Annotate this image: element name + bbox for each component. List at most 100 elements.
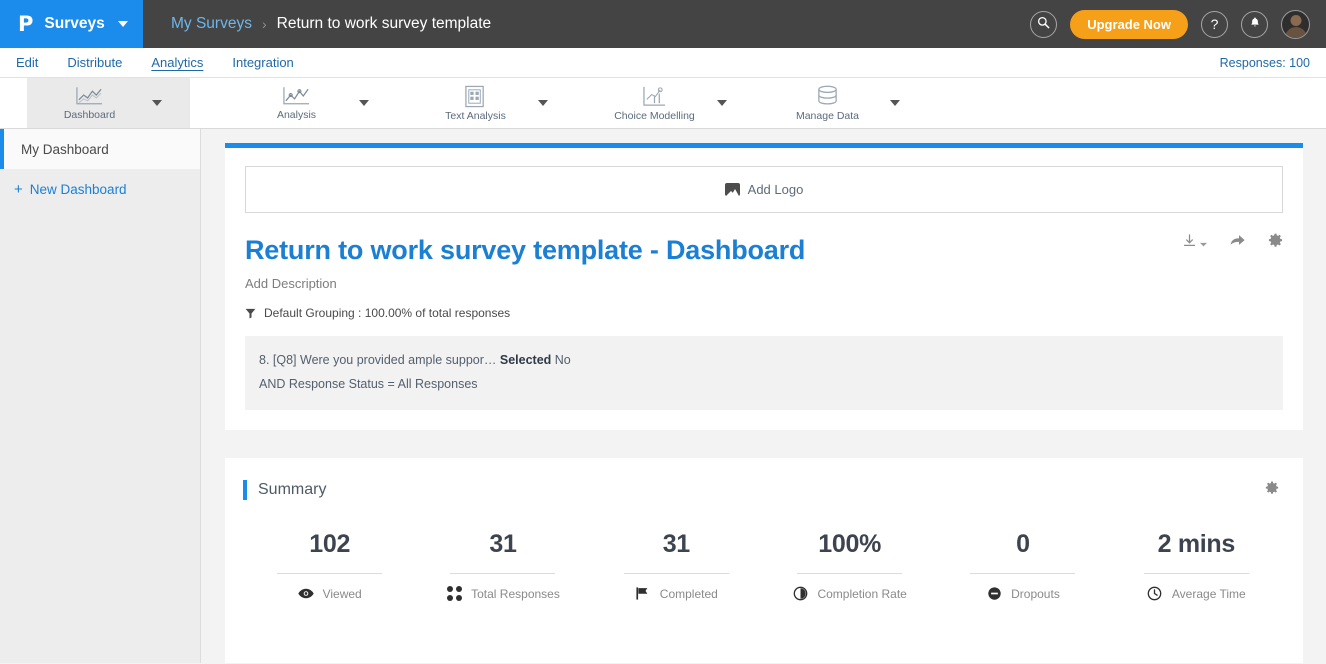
search-button[interactable] <box>1030 10 1058 38</box>
menu-item-edit[interactable]: Edit <box>16 55 39 70</box>
stat-label: Viewed <box>322 586 362 601</box>
bell-icon <box>1249 16 1261 32</box>
dashboard-sidebar: My Dashboard + New Dashboard <box>0 129 201 663</box>
summary-accent-bar <box>243 479 247 500</box>
tool-label-text-analysis: Text Analysis <box>445 109 506 122</box>
tool-button-choice-modelling[interactable]: Choice Modelling <box>592 78 717 128</box>
stat-label: Total Responses <box>471 586 560 601</box>
tool-group-text-analysis[interactable]: Text Analysis <box>413 78 576 128</box>
summary-card: Summary 102 Viewed 31 <box>225 457 1303 663</box>
plus-icon: + <box>14 180 23 198</box>
summary-settings-button[interactable] <box>1265 481 1279 500</box>
search-icon <box>1037 16 1050 32</box>
top-bar-actions: Upgrade Now ? <box>1030 0 1326 48</box>
tool-button-manage-data[interactable]: Manage Data <box>765 78 890 128</box>
tool-label-choice-modelling: Choice Modelling <box>614 109 695 122</box>
summary-title: Summary <box>258 480 327 498</box>
dashboard-header-card: Add Logo Return to work survey template … <box>225 143 1303 430</box>
stat-divider <box>450 572 556 574</box>
brand-surveys-menu[interactable]: P Surveys <box>0 0 143 48</box>
stat-value: 100% <box>818 529 882 558</box>
image-icon <box>724 183 740 196</box>
filter-selected-value: No <box>551 353 571 367</box>
tool-label-dashboard: Dashboard <box>63 109 116 121</box>
share-button[interactable] <box>1229 233 1246 253</box>
stat-label: Average Time <box>1171 586 1246 601</box>
tool-button-text-analysis[interactable]: Text Analysis <box>413 78 538 128</box>
active-filter-summary[interactable]: 8. [Q8] Were you provided ample suppor… … <box>245 336 1283 410</box>
stat-label: Dropouts <box>1011 586 1060 601</box>
stat-value: 31 <box>489 529 517 558</box>
dashboard-settings-button[interactable] <box>1268 233 1283 253</box>
stat-average-time: 2 mins Average Time <box>1110 530 1283 602</box>
chevron-down-icon[interactable] <box>117 21 128 27</box>
pie-clock-icon <box>792 586 808 602</box>
help-button[interactable]: ? <box>1201 10 1228 38</box>
manage-data-chevron-down-icon[interactable] <box>890 100 900 106</box>
choice-chart-icon <box>641 85 668 108</box>
summary-stats: 102 Viewed 31 Total Responses <box>243 530 1283 602</box>
filter-selected-label: Selected <box>499 353 552 367</box>
brand-label: Surveys <box>44 15 105 32</box>
stat-label: Completed <box>659 586 718 601</box>
sidebar-item-label: My Dashboard <box>21 141 109 157</box>
default-grouping-row[interactable]: Default Grouping : 100.00% of total resp… <box>245 306 1283 320</box>
stat-viewed: 102 Viewed <box>243 530 416 602</box>
analytics-tool-strip: Dashboard Analysis <box>0 78 1326 129</box>
download-chevron-down-icon[interactable] <box>1200 234 1207 252</box>
tool-button-analysis[interactable]: Analysis <box>234 78 359 128</box>
new-dashboard-label: New Dashboard <box>29 181 127 197</box>
stat-total-responses: 31 Total Responses <box>416 530 589 602</box>
gear-icon <box>1268 233 1283 253</box>
flag-icon <box>635 586 651 602</box>
summary-header: Summary <box>243 479 1283 500</box>
analysis-chevron-down-icon[interactable] <box>359 100 369 106</box>
product-logo-icon: P <box>18 11 34 36</box>
stat-divider <box>797 572 903 574</box>
card-accent-stripe <box>225 143 1303 148</box>
stat-value: 0 <box>1016 529 1030 558</box>
sidebar-item-my-dashboard[interactable]: My Dashboard <box>0 129 200 169</box>
stat-dropouts: 0 Dropouts <box>936 530 1109 602</box>
download-icon <box>1182 233 1197 253</box>
tool-group-manage-data[interactable]: Manage Data <box>765 78 928 128</box>
tool-label-analysis: Analysis <box>276 109 317 121</box>
filter-line-1: 8. [Q8] Were you provided ample suppor… … <box>259 349 1269 373</box>
upgrade-now-button[interactable]: Upgrade Now <box>1070 9 1188 39</box>
text-analysis-chevron-down-icon[interactable] <box>538 100 548 106</box>
share-icon <box>1229 233 1246 253</box>
filter-line-2: AND Response Status = All Responses <box>259 376 478 391</box>
tool-group-choice-modelling[interactable]: Choice Modelling <box>592 78 755 128</box>
download-button[interactable] <box>1182 233 1207 253</box>
add-description-link[interactable]: Add Description <box>245 276 337 291</box>
minus-circle-icon <box>986 586 1002 602</box>
dashboard-title-actions <box>1182 233 1283 253</box>
add-logo-label: Add Logo <box>747 182 804 197</box>
scatter-chart-icon <box>282 85 311 107</box>
tool-group-dashboard[interactable]: Dashboard <box>27 78 190 128</box>
page-title[interactable]: Return to work survey template - Dashboa… <box>245 235 806 265</box>
add-logo-dropzone[interactable]: Add Logo <box>245 166 1283 213</box>
tool-group-analysis[interactable]: Analysis <box>234 78 397 128</box>
menu-item-distribute[interactable]: Distribute <box>67 55 123 70</box>
breadcrumb-my-surveys-link[interactable]: My Surveys <box>171 15 252 32</box>
stat-divider <box>970 572 1076 574</box>
dashboard-chevron-down-icon[interactable] <box>152 100 162 106</box>
new-dashboard-button[interactable]: + New Dashboard <box>0 169 200 209</box>
menu-item-integration[interactable]: Integration <box>232 55 294 70</box>
line-chart-icon <box>75 85 104 107</box>
dots-grid-icon <box>446 585 462 602</box>
stat-value: 2 mins <box>1157 529 1236 558</box>
default-grouping-label: Default Grouping : 100.00% of total resp… <box>264 306 511 320</box>
breadcrumb-separator-icon: › <box>261 16 267 32</box>
stat-label: Completion Rate <box>817 586 907 601</box>
notifications-button[interactable] <box>1241 10 1268 38</box>
choice-modelling-chevron-down-icon[interactable] <box>717 100 727 106</box>
breadcrumb-current-survey: Return to work survey template <box>276 15 492 32</box>
avatar[interactable] <box>1281 9 1310 39</box>
dashboard-content: Add Logo Return to work survey template … <box>201 129 1326 663</box>
eye-icon <box>297 586 314 602</box>
stat-completed: 31 Completed <box>590 530 763 602</box>
tool-button-dashboard[interactable]: Dashboard <box>27 78 152 128</box>
menu-item-analytics[interactable]: Analytics <box>151 55 204 70</box>
